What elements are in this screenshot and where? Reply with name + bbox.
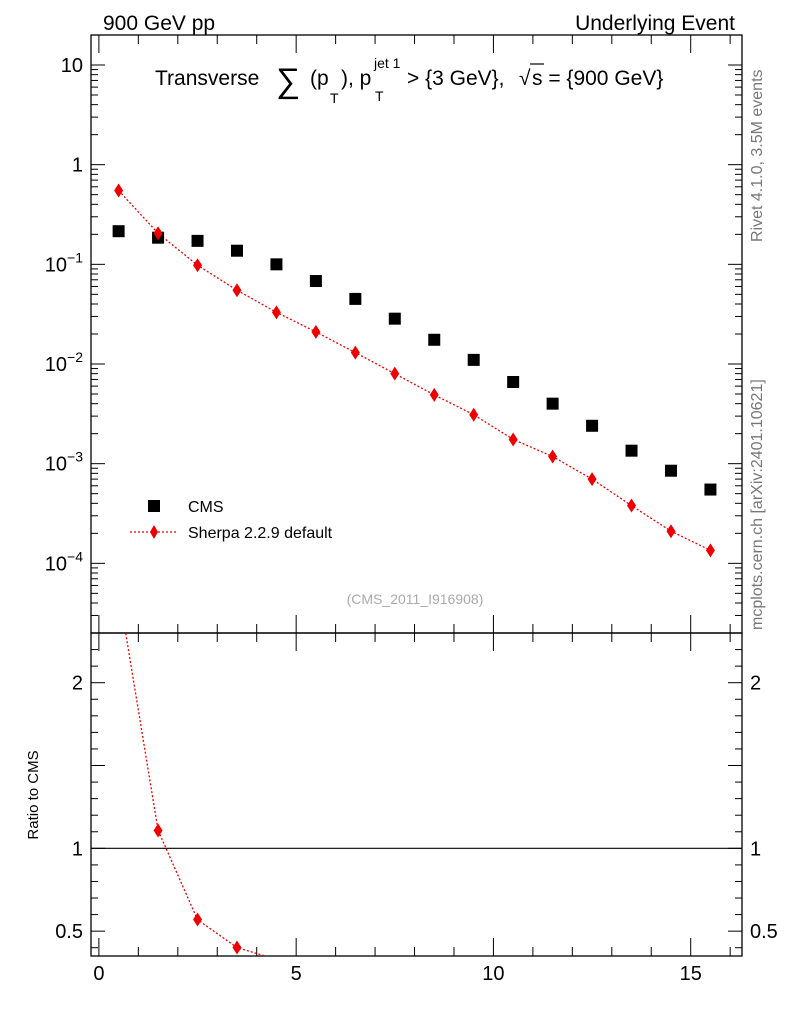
ratio-tick-label-right: 2 [750,673,761,695]
y-tick-label: 1 [72,155,83,177]
x-tick-label: 5 [291,963,302,985]
sherpa-point [390,366,400,381]
cms-point [270,258,283,271]
sherpa-point [311,324,321,339]
sherpa-point [114,183,124,198]
main-y-ticks: 10 1 10−1 10−2 10−3 10−4 [45,34,742,634]
main-frame [90,34,743,634]
cms-point [388,312,401,325]
legend-cms-label: CMS [188,499,224,516]
ratio-tick-label-right: 0.5 [750,921,778,943]
analysis-tag: (CMS_2011_I916908) [347,591,484,607]
sherpa-point [548,449,558,464]
x-ticks: 0 5 10 15 [93,35,731,985]
rivet-label: Rivet 4.1.0, 3.5M events [749,69,766,242]
cms-point [664,464,677,477]
ratio-polyline [125,633,268,956]
title-sum: ∑ [276,62,300,100]
y-tick-label: 10−4 [45,548,83,575]
ratio-point [153,823,163,838]
ratio-point [193,912,203,927]
ratio-point [232,940,242,955]
cms-point [546,397,559,410]
header-left: 900 GeV pp [103,12,215,35]
ratio-ylabel: Ratio to CMS [25,750,42,839]
cms-point [112,225,125,238]
title-tail: > {3 GeV}, [407,67,505,90]
cms-point [309,275,322,288]
cms-point [704,483,717,496]
cms-point [230,244,243,257]
cms-points [112,225,717,496]
cms-point [428,333,441,346]
x-tick-label: 15 [680,963,702,985]
cms-point [467,353,480,366]
sherpa-point [153,226,163,241]
ratio-line [125,633,268,956]
sherpa-point [469,407,479,422]
mcplots-label: mcplots.cern.ch [arXiv:2401.10621] [749,379,766,630]
sherpa-point [508,432,518,447]
title-lead: Transverse [155,67,259,90]
legend-sherpa-label: Sherpa 2.2.9 default [188,525,333,542]
sherpa-line [118,190,711,551]
title-close: ), p [341,67,371,90]
x-tick-label: 10 [482,963,504,985]
ratio-points [153,823,242,955]
title-s-part: s = {900 GeV} [532,67,663,90]
title-sub-t2: T [375,88,384,104]
ratio-tick-label-left: 1 [72,838,83,860]
sherpa-point [705,543,715,558]
cms-point [349,292,362,305]
cms-point [507,375,520,388]
sherpa-polyline [118,190,711,551]
title-sup-jet: jet 1 [373,55,401,71]
sherpa-points [114,183,715,558]
legend: CMS Sherpa 2.2.9 default [130,499,333,542]
header-right: Underlying Event [575,12,735,35]
sherpa-point [232,283,242,298]
sherpa-point [429,387,439,402]
sherpa-point [627,498,637,513]
sherpa-point [666,524,676,539]
y-tick-label: 10−3 [45,449,83,476]
sherpa-point [271,305,281,320]
cms-point [625,444,638,457]
y-tick-label: 10−2 [45,349,83,376]
legend-cms-marker [148,500,160,512]
ratio-tick-label-left: 0.5 [55,921,83,943]
legend-sherpa-marker [150,525,158,539]
y-tick-label: 10−1 [45,249,83,276]
title-sqrt: √ [519,67,531,90]
ratio-tick-label-right: 1 [750,838,761,860]
plot-title: Transverse ∑ (p T ), p T jet 1 > {3 GeV}… [155,55,663,106]
title-sub-t1: T [330,90,339,106]
y-tick-label: 10 [61,55,83,77]
ratio-tick-label-left: 2 [72,673,83,695]
sherpa-point [350,345,360,360]
ratio-frame [90,632,743,957]
cms-point [191,234,204,247]
title-open: (p [310,67,329,90]
cms-point [586,419,599,432]
x-tick-label: 0 [93,963,104,985]
sherpa-point [193,258,203,273]
ratio-y-ticks: 2 2 1 1 0.5 0.5 [55,632,778,949]
sherpa-point [587,472,597,487]
